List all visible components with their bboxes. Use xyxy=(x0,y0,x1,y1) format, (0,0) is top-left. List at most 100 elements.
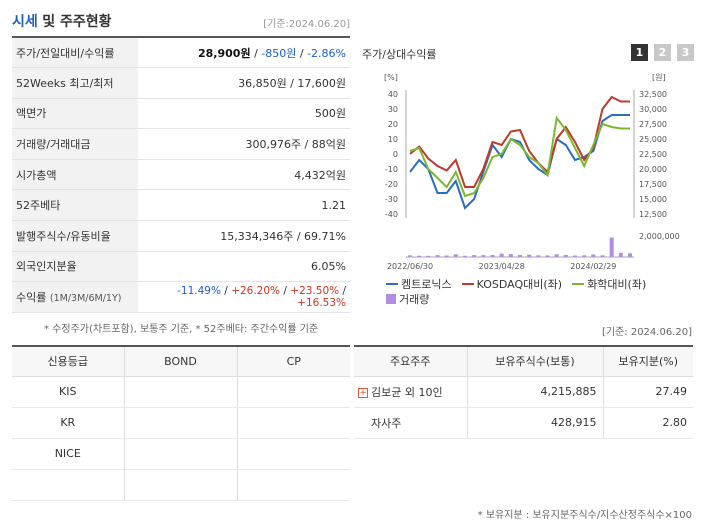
volume-bar xyxy=(554,254,559,257)
volume-bar xyxy=(536,255,541,257)
right-tick-label: 17,500 xyxy=(639,180,667,189)
base-date: [기준:2024.06.20] xyxy=(263,19,350,30)
right-tick-label: 12,500 xyxy=(639,210,667,219)
agency-name: KIS xyxy=(12,376,124,408)
right-axis-unit: [원] xyxy=(652,73,666,82)
volume-bar xyxy=(508,254,513,257)
left-tick-label: -10 xyxy=(385,165,398,174)
bond-rating xyxy=(123,376,237,408)
table-row: 거래량/거래대금 300,976주 / 88억원 xyxy=(12,128,350,160)
table-row: 수익률 (1M/3M/6M/1Y) -11.49% / +26.20% / +2… xyxy=(12,281,350,313)
shares-value: 15,334,346주 / 69.71% xyxy=(138,220,350,252)
volume-bar xyxy=(463,255,467,257)
volume-bar xyxy=(600,255,605,257)
holder-name-cell: + 김보균 외 10인 xyxy=(354,376,467,408)
chart-tab-1[interactable]: 1 xyxy=(631,44,648,61)
legend-row: 켐트로닉스 KOSDAQ대비(좌) 화학대비(좌) xyxy=(386,276,696,291)
row-label: 수익률 (1M/3M/6M/1Y) xyxy=(12,281,138,313)
legend-item-chemical[interactable]: 화학대비(좌) xyxy=(572,276,646,292)
bar-swatch-icon xyxy=(386,293,396,304)
returns-value: -11.49% / +26.20% / +23.50% / +16.53% xyxy=(138,281,350,313)
chart-header: 주가/상대수익률 1 2 3 xyxy=(362,44,694,62)
section-header: 시세 및 주주현황 [기준:2024.06.20] xyxy=(12,8,350,30)
volume-bar xyxy=(618,252,623,257)
left-axis-unit: [%] xyxy=(384,73,398,82)
column-header: 신용등급 xyxy=(12,346,124,377)
volume-bar xyxy=(481,255,486,257)
table-row: 자사주 428,915 2.80 xyxy=(354,407,693,439)
credit-rating-table: 신용등급 BOND CP KIS KR NICE xyxy=(12,345,350,501)
separator: / xyxy=(342,285,346,298)
right-tick-label: 15,000 xyxy=(639,195,667,204)
legend-label: 켐트로닉스 xyxy=(401,277,452,291)
volume-bar xyxy=(527,254,532,257)
table-row: 발행주식수/유동비율 15,334,346주 / 69.71% xyxy=(12,220,350,252)
holder-shares: 428,915 xyxy=(466,407,603,439)
series-lines xyxy=(409,95,630,210)
cp-rating xyxy=(236,407,350,439)
bond-rating xyxy=(123,438,237,470)
table-row: KR xyxy=(12,407,350,439)
x-tick-label: 2024/02/29 xyxy=(570,262,616,271)
table-row: 주가/전일대비/수익률 28,900원 / -850원 / -2.86% xyxy=(12,37,350,69)
series-line-3 xyxy=(409,115,630,198)
row-label: 발행주식수/유동비율 xyxy=(12,220,138,252)
row-label: 외국인지분율 xyxy=(12,251,138,283)
cp-rating xyxy=(236,376,350,408)
row-label: 액면가 xyxy=(12,98,138,130)
returns-label: 수익률 xyxy=(16,291,47,305)
left-tick-label: -40 xyxy=(385,210,398,219)
volume-bar xyxy=(499,253,504,257)
current-price: 28,900원 xyxy=(198,46,251,60)
series-line-2 xyxy=(409,95,630,188)
volume-bar xyxy=(426,255,431,257)
table-row: 52주베타 1.21 xyxy=(12,189,350,222)
volume-bar xyxy=(435,255,440,257)
right-tick-label: 22,500 xyxy=(639,150,667,159)
x-tick-label: 2022/06/30 xyxy=(387,262,433,271)
row-label: 거래량/거래대금 xyxy=(12,128,138,160)
series-line-1 xyxy=(409,114,630,210)
column-header: 보유지분(%) xyxy=(602,346,693,377)
separator: / xyxy=(283,285,287,298)
column-header: 주요주주 xyxy=(354,346,467,377)
return-3m: +26.20% xyxy=(231,285,281,298)
expand-plus-icon[interactable]: + xyxy=(358,387,368,398)
returns-periods: (1M/3M/6M/1Y) xyxy=(49,293,122,305)
volume-bar xyxy=(518,254,522,257)
separator: / xyxy=(224,285,228,298)
chart-title: 주가/상대수익률 xyxy=(362,48,437,61)
legend-label: KOSDAQ대비(좌) xyxy=(476,277,563,291)
table-header-row: 신용등급 BOND CP xyxy=(12,346,350,377)
table-row: 52Weeks 최고/최저 36,850원 / 17,600원 xyxy=(12,67,350,99)
volume-tick-label: 2,000,000 xyxy=(639,232,680,241)
major-holders-table: 주요주주 보유주식수(보통) 보유지분(%) + 김보균 외 10인 4,215,… xyxy=(354,345,693,439)
foreign-ratio-value: 6.05% xyxy=(138,251,350,283)
bond-rating xyxy=(123,469,237,501)
left-tick-label: -30 xyxy=(385,195,398,204)
legend-item-kosdaq[interactable]: KOSDAQ대비(좌) xyxy=(461,276,563,292)
axis-ticks: 40 30 20 10 0 -10 -20 -30 -40 32,500 30,000 27,500 2… xyxy=(385,90,680,271)
legend-label: 거래량 xyxy=(399,292,430,306)
holder-name: 자사주 xyxy=(354,407,467,439)
legend-item-stock[interactable]: 켐트로닉스 xyxy=(386,276,452,292)
chart-tab-2[interactable]: 2 xyxy=(654,44,671,61)
title-sub-word: 및 주주현황 xyxy=(42,14,112,30)
row-label: 시가총액 xyxy=(12,159,138,191)
price-summary-table: 주가/전일대비/수익률 28,900원 / -850원 / -2.86% 52W… xyxy=(12,36,350,313)
base-date-secondary: [기준: 2024.06.20] xyxy=(601,327,692,338)
chart-tab-3[interactable]: 3 xyxy=(677,44,694,61)
row-label: 주가/전일대비/수익률 xyxy=(12,37,138,69)
left-tick-label: 10 xyxy=(388,135,398,144)
price-relative-return-chart: [%] [원] 40 30 20 10 0 -10 -20 -30 -40 32,500 30,00… xyxy=(384,73,680,271)
cp-rating xyxy=(236,469,350,501)
par-value: 500원 xyxy=(138,98,350,130)
left-tick-label: 0 xyxy=(393,150,398,159)
volume-value: 300,976주 / 88억원 xyxy=(138,128,350,160)
right-tick-label: 25,000 xyxy=(639,135,667,144)
legend-item-volume[interactable]: 거래량 xyxy=(386,291,429,307)
right-tick-label: 32,500 xyxy=(639,90,667,99)
cp-rating xyxy=(236,438,350,470)
volume-bars xyxy=(408,237,632,257)
price-value: 28,900원 / -850원 / -2.86% xyxy=(138,37,350,69)
